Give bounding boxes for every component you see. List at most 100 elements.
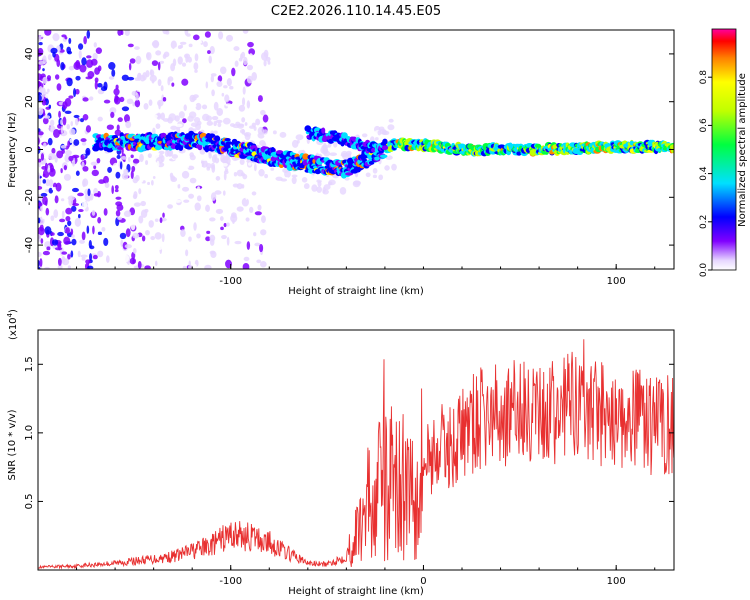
heatmap-noise-cell bbox=[151, 153, 159, 159]
heatmap-noise-cell bbox=[260, 109, 266, 116]
heatmap-noise-cell bbox=[120, 239, 124, 247]
spectrogram-y-axis-label: Frequency (Hz) bbox=[7, 112, 18, 188]
heatmap-noise-cell bbox=[250, 57, 256, 61]
snr-frame bbox=[37, 329, 675, 571]
heatmap-noise-cell bbox=[75, 59, 81, 69]
heatmap-noise-cell bbox=[193, 222, 197, 231]
heatmap-halo-cell bbox=[365, 172, 371, 178]
heatmap-noise-cell bbox=[40, 192, 48, 197]
heatmap-halo-cell bbox=[156, 160, 160, 168]
heatmap-halo-cell bbox=[323, 184, 331, 190]
heatmap-noise-cell bbox=[67, 253, 71, 260]
heatmap-noise-cell bbox=[158, 150, 165, 155]
heatmap-noise-cell bbox=[179, 44, 184, 49]
heatmap-halo-cell bbox=[295, 134, 304, 141]
heatmap-halo-cell bbox=[342, 153, 350, 160]
heatmap-noise-cell bbox=[48, 37, 54, 44]
heatmap-noise-cell bbox=[105, 215, 113, 225]
heatmap-halo-cell bbox=[184, 161, 190, 169]
heatmap-noise-cell bbox=[87, 265, 94, 269]
heatmap-noise-cell bbox=[177, 183, 181, 189]
heatmap-noise-cell bbox=[59, 218, 66, 223]
heatmap-noise-cell bbox=[40, 153, 45, 161]
snr-y-tick-label: 1.5 bbox=[24, 356, 35, 372]
heatmap-noise-cell bbox=[138, 188, 142, 195]
heatmap-noise-cell bbox=[260, 229, 267, 236]
heatmap-noise-cell bbox=[241, 97, 246, 107]
heatmap-halo-cell bbox=[248, 125, 256, 129]
heatmap-halo-cell bbox=[316, 186, 323, 193]
heatmap-noise-cell bbox=[255, 118, 261, 126]
heatmap-halo-cell bbox=[384, 165, 390, 171]
heatmap-halo-cell bbox=[291, 174, 298, 178]
heatmap-noise-cell bbox=[68, 197, 74, 207]
colorbar-label: Normalized spectral amplitude bbox=[737, 73, 748, 227]
heatmap-noise-cell bbox=[74, 217, 82, 227]
heatmap-noise-cell bbox=[172, 58, 177, 67]
heatmap-noise-cell bbox=[259, 243, 264, 253]
heatmap-noise-cell bbox=[42, 55, 47, 65]
heatmap-noise-cell bbox=[47, 137, 53, 146]
heatmap-noise-cell bbox=[244, 122, 248, 126]
heatmap-noise-cell bbox=[146, 52, 150, 59]
spectrogram-heatmap bbox=[38, 30, 674, 269]
heatmap-noise-cell bbox=[203, 41, 208, 48]
heatmap-noise-cell bbox=[238, 104, 246, 112]
heatmap-noise-cell bbox=[161, 233, 165, 243]
heatmap-noise-cell bbox=[167, 77, 171, 86]
heatmap-noise-cell bbox=[152, 175, 156, 180]
heatmap-noise-cell bbox=[177, 254, 180, 263]
heatmap-noise-cell bbox=[182, 186, 190, 192]
heatmap-noise-cell bbox=[63, 173, 72, 181]
heatmap-noise-cell bbox=[114, 189, 119, 193]
snr-x-tick-label: -100 bbox=[219, 576, 242, 587]
spectrogram-x-tick-label: 100 bbox=[607, 276, 626, 287]
heatmap-noise-cell bbox=[121, 74, 129, 81]
spectrogram-x-axis-label: Height of straight line (km) bbox=[288, 286, 424, 297]
heatmap-noise-cell bbox=[135, 92, 139, 101]
heatmap-noise-cell bbox=[106, 124, 114, 130]
heatmap-noise-cell bbox=[259, 32, 266, 40]
heatmap-noise-cell bbox=[64, 153, 71, 163]
heatmap-noise-cell bbox=[171, 82, 175, 87]
heatmap-noise-cell bbox=[209, 46, 215, 55]
heatmap-noise-cell bbox=[80, 254, 88, 258]
heatmap-noise-cell bbox=[67, 265, 71, 269]
colorbar-tick-label: 0.4 bbox=[699, 166, 709, 181]
heatmap-halo-cell bbox=[171, 154, 179, 159]
heatmap-halo-cell bbox=[264, 174, 269, 179]
heatmap-halo-cell bbox=[168, 113, 177, 121]
heatmap-noise-cell bbox=[185, 249, 189, 257]
heatmap-halo-cell bbox=[257, 126, 264, 135]
heatmap-noise-cell bbox=[69, 138, 74, 144]
heatmap-noise-cell bbox=[52, 51, 56, 58]
heatmap-noise-cell bbox=[85, 147, 91, 156]
heatmap-noise-cell bbox=[61, 251, 68, 255]
heatmap-noise-cell bbox=[91, 209, 96, 216]
heatmap-noise-cell bbox=[192, 34, 200, 41]
snr-multiplier-close: ) bbox=[8, 309, 19, 313]
heatmap-noise-cell bbox=[262, 114, 269, 123]
heatmap-halo-cell bbox=[253, 125, 257, 132]
heatmap-noise-cell bbox=[207, 50, 211, 54]
heatmap-noise-cell bbox=[144, 265, 151, 269]
heatmap-noise-cell bbox=[162, 212, 165, 218]
heatmap-noise-cell bbox=[101, 226, 106, 232]
heatmap-halo-cell bbox=[387, 124, 395, 131]
heatmap-noise-cell bbox=[184, 53, 191, 59]
heatmap-noise-cell bbox=[133, 202, 141, 207]
heatmap-noise-cell bbox=[254, 242, 261, 247]
heatmap-noise-cell bbox=[99, 165, 102, 171]
heatmap-noise-cell bbox=[40, 238, 44, 244]
heatmap-noise-cell bbox=[189, 177, 197, 184]
heatmap-noise-cell bbox=[121, 254, 130, 263]
heatmap-noise-cell bbox=[71, 234, 75, 238]
heatmap-noise-cell bbox=[96, 157, 101, 164]
heatmap-noise-cell bbox=[58, 110, 61, 118]
heatmap-noise-cell bbox=[77, 192, 84, 197]
heatmap-noise-cell bbox=[89, 33, 97, 42]
heatmap-noise-cell bbox=[207, 91, 212, 98]
heatmap-noise-cell bbox=[129, 257, 137, 265]
heatmap-noise-cell bbox=[117, 117, 123, 123]
heatmap-noise-cell bbox=[81, 257, 86, 261]
